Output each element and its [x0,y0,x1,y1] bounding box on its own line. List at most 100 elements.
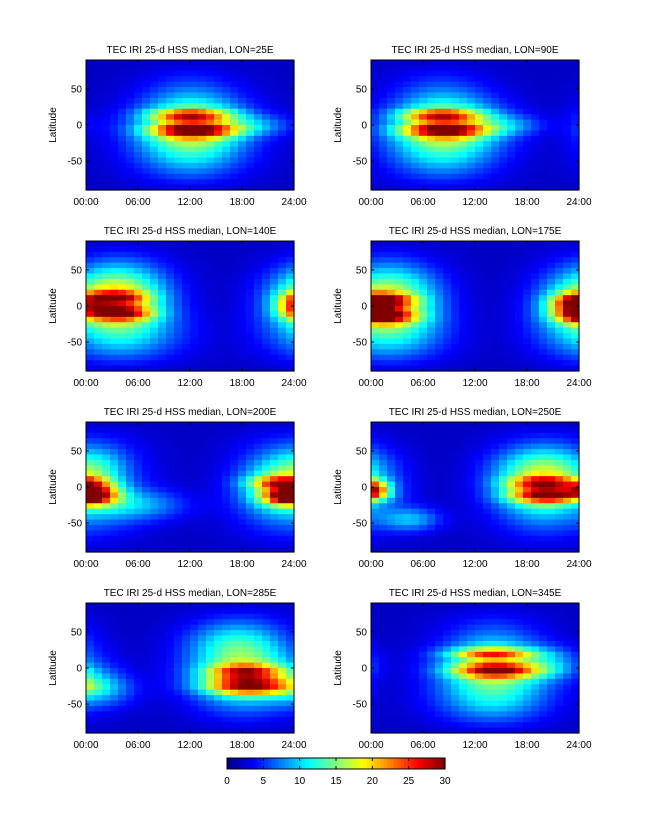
heatmap-cell [555,365,564,372]
heatmap-cell [371,422,380,429]
heatmap-cell [443,438,452,445]
heatmap-cell [110,168,119,175]
heatmap-cell [246,432,255,439]
heatmap-cell [118,333,127,340]
heatmap-cell [102,70,111,77]
heatmap-cell [278,97,287,104]
heatmap-cell [499,173,508,180]
heatmap-cell [499,92,508,99]
heatmap-cell [379,295,388,302]
heatmap-cell [230,278,239,285]
heatmap-cell [571,141,580,148]
heatmap-cell [110,81,119,88]
heatmap-cell [419,251,428,258]
heatmap-cell [475,135,484,142]
heatmap-cell [286,443,295,450]
heatmap-cell [411,354,420,361]
heatmap-cell [102,546,111,553]
heatmap-cell [467,327,476,334]
heatmap-cell [555,535,564,542]
heatmap-cell [118,546,127,553]
heatmap-cell [118,608,127,615]
heatmap-cell [395,81,404,88]
heatmap-cell [286,343,295,350]
heatmap-cell [254,700,263,707]
heatmap-cell [387,487,396,494]
x-tick-label: 06:00 [410,197,435,208]
heatmap-cell [118,360,127,367]
heatmap-cell [262,530,271,537]
heatmap-cell [467,630,476,637]
heatmap-cell [371,141,380,148]
heatmap-cell [158,146,167,153]
heatmap-cell [523,459,532,466]
heatmap-cell [206,135,215,142]
heatmap-cell [118,684,127,691]
heatmap-cell [286,427,295,434]
heatmap-cell [459,619,468,626]
heatmap-cell [278,241,287,248]
heatmap-cell [206,125,215,132]
heatmap-cell [126,497,135,504]
heatmap-cell [174,114,183,121]
heatmap-cell [435,289,444,296]
heatmap-cell [190,427,199,434]
heatmap-cell [531,81,540,88]
heatmap-cell [214,727,223,734]
heatmap-cell [110,338,119,345]
heatmap-cell [523,449,532,456]
heatmap-cell [110,108,119,115]
heatmap-cell [483,722,492,729]
heatmap-cell [435,443,444,450]
heatmap-cell [531,541,540,548]
heatmap-cell [427,246,436,253]
heatmap-cell [134,524,143,531]
heatmap-cell [198,508,207,515]
heatmap-cell [214,322,223,329]
heatmap-cell [174,125,183,132]
heatmap-cell [254,135,263,142]
heatmap-cell [118,306,127,313]
heatmap-cell [238,152,247,159]
heatmap-cell [286,492,295,499]
heatmap-cell [246,678,255,685]
heatmap-cell [411,146,420,153]
heatmap-cell [198,459,207,466]
heatmap-cell [198,449,207,456]
heatmap-cell [206,168,215,175]
heatmap-cell [451,173,460,180]
heatmap-cell [270,619,279,626]
heatmap-cell [134,449,143,456]
x-tick-label: 12:00 [462,559,487,570]
heatmap-cell [379,465,388,472]
heatmap-cell [539,427,548,434]
heatmap-cell [158,333,167,340]
heatmap-cell [142,427,151,434]
heatmap-cell [571,119,580,126]
heatmap-cells [371,60,580,191]
heatmap-cell [547,338,556,345]
heatmap-cell [134,103,143,110]
heatmap-cell [86,246,95,253]
heatmap-cell [467,640,476,647]
heatmap-cell [278,262,287,269]
heatmap-cell [523,530,532,537]
heatmap-cell [539,300,548,307]
heatmap-cell [182,87,191,94]
heatmap-cell [539,87,548,94]
heatmap-cell [371,157,380,164]
heatmap-cell [166,657,175,664]
heatmap-cell [134,333,143,340]
y-axis-label: Latitude [48,288,59,324]
heatmap-cell [411,695,420,702]
heatmap-cell [198,722,207,729]
heatmap-cell [94,503,103,510]
heatmap-cell [286,108,295,115]
heatmap-cell [254,635,263,642]
heatmap-cell [379,135,388,142]
heatmap-cell [94,246,103,253]
heatmap-cell [571,327,580,334]
heatmap-cell [443,613,452,620]
heatmap-cell [102,152,111,159]
heatmap-cell [166,246,175,253]
